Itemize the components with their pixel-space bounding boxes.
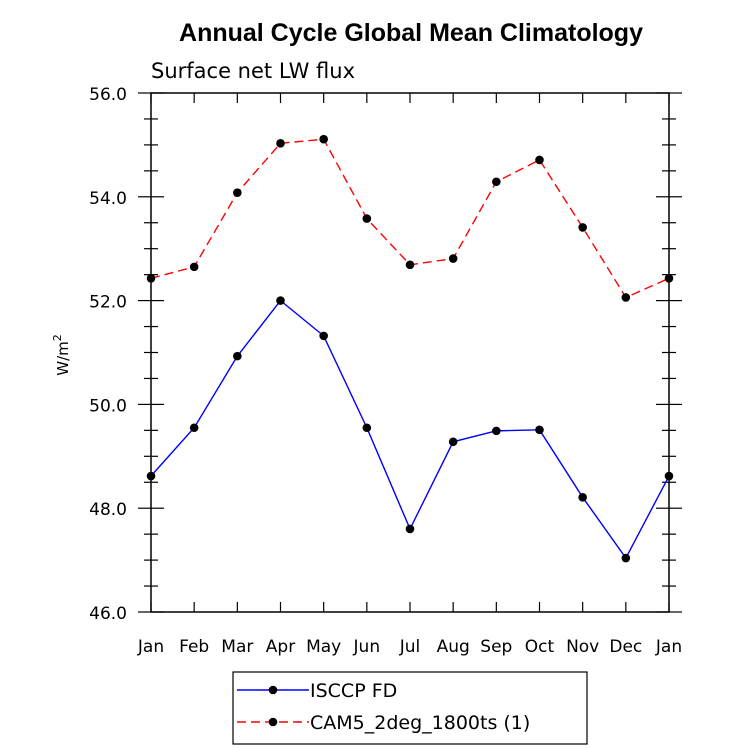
data-point-series-2 [362, 214, 372, 223]
x-tick-label: Mar [221, 637, 253, 657]
legend: ISCCP FD CAM5_2deg_1800ts (1) [232, 671, 588, 745]
data-point-series-1 [405, 524, 415, 534]
x-tick-label: Jul [399, 637, 421, 657]
data-point-series-1 [492, 426, 501, 436]
plot-frame [150, 92, 670, 613]
data-point-series-2 [448, 254, 458, 263]
series-layer [146, 134, 674, 563]
y-tick-label: 50.0 [89, 396, 127, 416]
data-point-series-2 [621, 293, 631, 302]
data-point-series-1 [362, 423, 372, 433]
x-tick-label: May [306, 637, 341, 657]
x-tick-label: Jan [655, 637, 682, 657]
data-point-series-2 [405, 260, 415, 270]
data-point-series-2 [276, 139, 285, 148]
chart-subtitle: Surface net LW flux [151, 59, 355, 83]
x-tick-label: Apr [266, 637, 295, 657]
y-tick-label: 54.0 [89, 189, 127, 209]
legend-box [232, 671, 588, 745]
y-tick-label: 48.0 [89, 500, 127, 520]
data-point-series-2 [233, 188, 242, 197]
data-point-series-2 [535, 155, 544, 165]
data-point-series-1 [448, 437, 458, 447]
legend-label-2: CAM5_2deg_1800ts (1) [310, 712, 530, 734]
data-point-series-2 [189, 262, 199, 272]
data-point-series-2 [578, 223, 587, 232]
legend-marker-2 [268, 717, 278, 727]
x-tick-label: Oct [525, 637, 555, 657]
y-axis-label: W/m2 [51, 334, 72, 376]
data-point-series-1 [189, 423, 199, 433]
legend-label-1: ISCCP FD [310, 680, 397, 702]
data-point-series-1 [276, 296, 285, 305]
data-point-series-1 [621, 553, 631, 563]
data-point-series-1 [319, 331, 328, 341]
data-point-series-1 [578, 493, 587, 502]
y-axis-label-superscript: 2 [51, 334, 64, 341]
tick-labels: Jan Feb Mar Apr May Jun Jul Aug Sep Oct Nov Dec Jan 4… [89, 85, 682, 657]
data-point-series-1 [233, 351, 242, 361]
x-tick-label: Nov [566, 637, 599, 657]
legend-marker-1 [268, 685, 278, 695]
y-tick-label: 52.0 [89, 293, 127, 313]
x-tick-label: Aug [437, 637, 470, 657]
y-tick-label: 56.0 [89, 85, 127, 105]
y-axis-label-text: W/m [54, 341, 72, 376]
chart-title: Annual Cycle Global Mean Climatology [179, 19, 643, 47]
y-tick-label: 46.0 [89, 604, 127, 624]
series-line-1 [150, 299, 670, 560]
x-tick-label: Jan [137, 637, 164, 657]
x-tick-label: Sep [480, 637, 512, 657]
axis-ticks [138, 92, 682, 613]
data-point-series-2 [319, 134, 328, 144]
data-point-series-2 [492, 177, 501, 187]
series-line-2 [150, 138, 670, 299]
x-tick-label: Jun [353, 637, 381, 657]
x-tick-label: Dec [609, 637, 642, 657]
svg-text:W/m2: W/m2 [51, 334, 72, 376]
data-point-series-1 [535, 425, 544, 435]
x-tick-label: Feb [179, 637, 209, 657]
